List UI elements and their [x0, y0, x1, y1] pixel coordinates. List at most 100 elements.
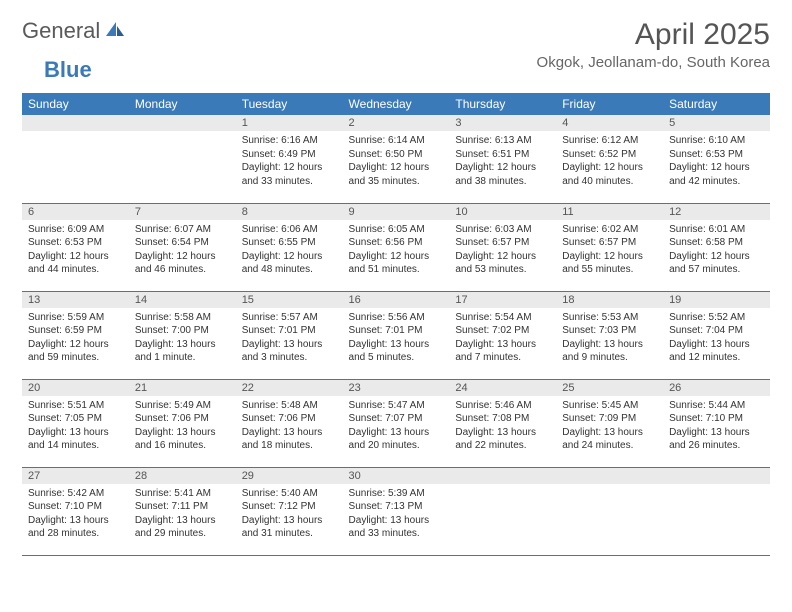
sunrise-text: Sunrise: 6:09 AM	[28, 223, 123, 237]
calendar-day-cell: 6Sunrise: 6:09 AMSunset: 6:53 PMDaylight…	[22, 203, 129, 291]
weekday-header: Wednesday	[343, 93, 450, 115]
day-number: 15	[236, 292, 343, 308]
sunset-text: Sunset: 6:53 PM	[669, 148, 764, 162]
calendar-day-cell	[129, 115, 236, 203]
calendar-day-cell: 27Sunrise: 5:42 AMSunset: 7:10 PMDayligh…	[22, 467, 129, 555]
weekday-header: Thursday	[449, 93, 556, 115]
day-data: Sunrise: 6:16 AMSunset: 6:49 PMDaylight:…	[236, 131, 343, 192]
day-data: Sunrise: 6:12 AMSunset: 6:52 PMDaylight:…	[556, 131, 663, 192]
calendar-day-cell	[663, 467, 770, 555]
sunrise-text: Sunrise: 6:12 AM	[562, 134, 657, 148]
sunrise-text: Sunrise: 5:54 AM	[455, 311, 550, 325]
daylight-text: Daylight: 13 hours and 3 minutes.	[242, 338, 337, 365]
title-block: April 2025 Okgok, Jeollanam-do, South Ko…	[537, 18, 770, 71]
sunset-text: Sunset: 6:49 PM	[242, 148, 337, 162]
day-number-empty	[129, 115, 236, 131]
sunrise-text: Sunrise: 5:41 AM	[135, 487, 230, 501]
sunset-text: Sunset: 7:06 PM	[242, 412, 337, 426]
day-data: Sunrise: 5:45 AMSunset: 7:09 PMDaylight:…	[556, 396, 663, 457]
calendar-day-cell: 29Sunrise: 5:40 AMSunset: 7:12 PMDayligh…	[236, 467, 343, 555]
calendar-day-cell: 1Sunrise: 6:16 AMSunset: 6:49 PMDaylight…	[236, 115, 343, 203]
calendar-day-cell	[449, 467, 556, 555]
calendar-day-cell: 24Sunrise: 5:46 AMSunset: 7:08 PMDayligh…	[449, 379, 556, 467]
day-number: 24	[449, 380, 556, 396]
daylight-text: Daylight: 12 hours and 35 minutes.	[349, 161, 444, 188]
daylight-text: Daylight: 13 hours and 22 minutes.	[455, 426, 550, 453]
daylight-text: Daylight: 12 hours and 57 minutes.	[669, 250, 764, 277]
sunset-text: Sunset: 7:08 PM	[455, 412, 550, 426]
day-data: Sunrise: 5:39 AMSunset: 7:13 PMDaylight:…	[343, 484, 450, 545]
day-data: Sunrise: 6:09 AMSunset: 6:53 PMDaylight:…	[22, 220, 129, 281]
sunset-text: Sunset: 6:55 PM	[242, 236, 337, 250]
sunset-text: Sunset: 7:10 PM	[28, 500, 123, 514]
day-data: Sunrise: 5:48 AMSunset: 7:06 PMDaylight:…	[236, 396, 343, 457]
day-number: 25	[556, 380, 663, 396]
weekday-header: Tuesday	[236, 93, 343, 115]
day-data: Sunrise: 6:06 AMSunset: 6:55 PMDaylight:…	[236, 220, 343, 281]
day-number: 7	[129, 204, 236, 220]
day-data: Sunrise: 5:47 AMSunset: 7:07 PMDaylight:…	[343, 396, 450, 457]
sunset-text: Sunset: 6:53 PM	[28, 236, 123, 250]
day-number-empty	[22, 115, 129, 131]
day-number: 22	[236, 380, 343, 396]
sunset-text: Sunset: 7:07 PM	[349, 412, 444, 426]
day-data-empty	[22, 131, 129, 189]
sunrise-text: Sunrise: 5:45 AM	[562, 399, 657, 413]
sunrise-text: Sunrise: 6:16 AM	[242, 134, 337, 148]
calendar-day-cell: 3Sunrise: 6:13 AMSunset: 6:51 PMDaylight…	[449, 115, 556, 203]
day-data: Sunrise: 6:02 AMSunset: 6:57 PMDaylight:…	[556, 220, 663, 281]
calendar-body: 1Sunrise: 6:16 AMSunset: 6:49 PMDaylight…	[22, 115, 770, 555]
daylight-text: Daylight: 13 hours and 20 minutes.	[349, 426, 444, 453]
calendar-day-cell: 8Sunrise: 6:06 AMSunset: 6:55 PMDaylight…	[236, 203, 343, 291]
weekday-header: Friday	[556, 93, 663, 115]
day-data: Sunrise: 6:03 AMSunset: 6:57 PMDaylight:…	[449, 220, 556, 281]
daylight-text: Daylight: 12 hours and 48 minutes.	[242, 250, 337, 277]
day-number: 27	[22, 468, 129, 484]
day-number: 13	[22, 292, 129, 308]
calendar-day-cell: 2Sunrise: 6:14 AMSunset: 6:50 PMDaylight…	[343, 115, 450, 203]
day-number-empty	[556, 468, 663, 484]
daylight-text: Daylight: 13 hours and 18 minutes.	[242, 426, 337, 453]
sunset-text: Sunset: 7:09 PM	[562, 412, 657, 426]
calendar-day-cell: 14Sunrise: 5:58 AMSunset: 7:00 PMDayligh…	[129, 291, 236, 379]
day-number: 12	[663, 204, 770, 220]
daylight-text: Daylight: 13 hours and 14 minutes.	[28, 426, 123, 453]
sail-icon	[104, 18, 126, 44]
day-data-empty	[663, 484, 770, 542]
sunset-text: Sunset: 6:58 PM	[669, 236, 764, 250]
calendar-day-cell: 16Sunrise: 5:56 AMSunset: 7:01 PMDayligh…	[343, 291, 450, 379]
day-number: 1	[236, 115, 343, 131]
sunrise-text: Sunrise: 5:57 AM	[242, 311, 337, 325]
sunrise-text: Sunrise: 6:03 AM	[455, 223, 550, 237]
day-data: Sunrise: 6:13 AMSunset: 6:51 PMDaylight:…	[449, 131, 556, 192]
daylight-text: Daylight: 13 hours and 33 minutes.	[349, 514, 444, 541]
daylight-text: Daylight: 12 hours and 38 minutes.	[455, 161, 550, 188]
sunset-text: Sunset: 7:11 PM	[135, 500, 230, 514]
sunset-text: Sunset: 6:52 PM	[562, 148, 657, 162]
daylight-text: Daylight: 12 hours and 53 minutes.	[455, 250, 550, 277]
calendar-day-cell: 21Sunrise: 5:49 AMSunset: 7:06 PMDayligh…	[129, 379, 236, 467]
month-title: April 2025	[537, 18, 770, 52]
daylight-text: Daylight: 13 hours and 16 minutes.	[135, 426, 230, 453]
day-number: 4	[556, 115, 663, 131]
calendar-day-cell: 25Sunrise: 5:45 AMSunset: 7:09 PMDayligh…	[556, 379, 663, 467]
sunrise-text: Sunrise: 5:48 AM	[242, 399, 337, 413]
daylight-text: Daylight: 12 hours and 33 minutes.	[242, 161, 337, 188]
calendar-day-cell: 10Sunrise: 6:03 AMSunset: 6:57 PMDayligh…	[449, 203, 556, 291]
calendar-day-cell: 20Sunrise: 5:51 AMSunset: 7:05 PMDayligh…	[22, 379, 129, 467]
sunrise-text: Sunrise: 5:51 AM	[28, 399, 123, 413]
daylight-text: Daylight: 13 hours and 9 minutes.	[562, 338, 657, 365]
day-number: 16	[343, 292, 450, 308]
daylight-text: Daylight: 12 hours and 40 minutes.	[562, 161, 657, 188]
daylight-text: Daylight: 13 hours and 24 minutes.	[562, 426, 657, 453]
sunset-text: Sunset: 7:00 PM	[135, 324, 230, 338]
sunset-text: Sunset: 6:59 PM	[28, 324, 123, 338]
brand-name-1: General	[22, 18, 100, 44]
day-data: Sunrise: 5:42 AMSunset: 7:10 PMDaylight:…	[22, 484, 129, 545]
calendar-day-cell: 7Sunrise: 6:07 AMSunset: 6:54 PMDaylight…	[129, 203, 236, 291]
weekday-header: Sunday	[22, 93, 129, 115]
sunrise-text: Sunrise: 6:02 AM	[562, 223, 657, 237]
calendar-week-row: 6Sunrise: 6:09 AMSunset: 6:53 PMDaylight…	[22, 203, 770, 291]
calendar-day-cell: 22Sunrise: 5:48 AMSunset: 7:06 PMDayligh…	[236, 379, 343, 467]
day-number: 9	[343, 204, 450, 220]
